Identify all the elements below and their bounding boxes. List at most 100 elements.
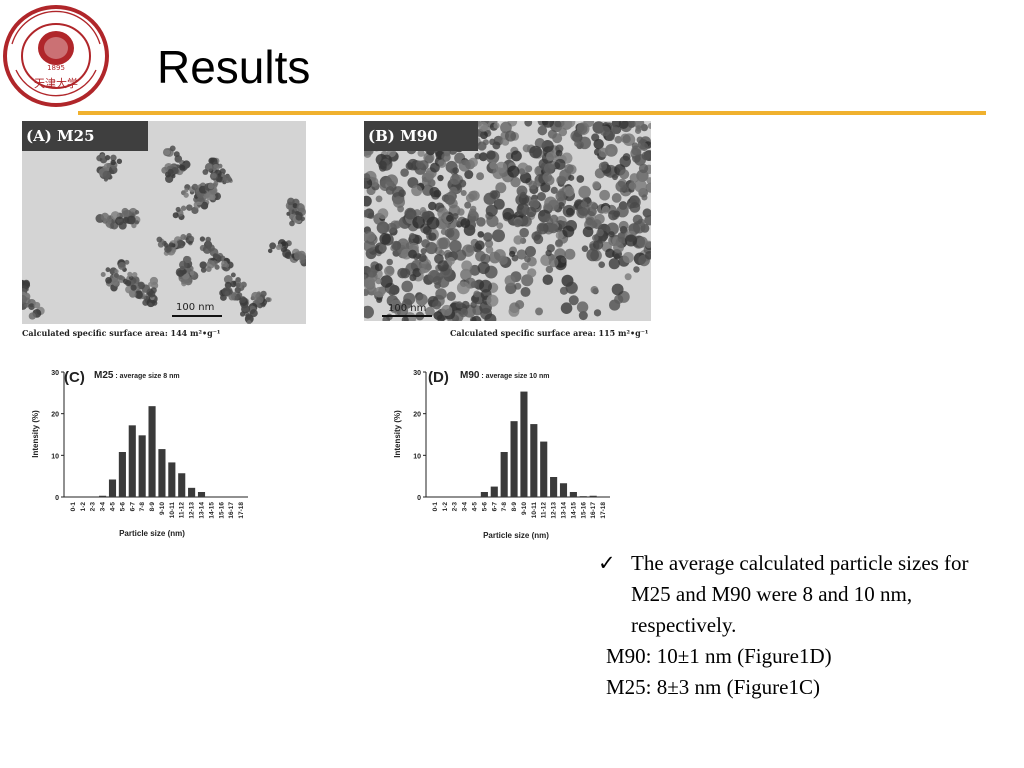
particle (33, 301, 41, 309)
particle (473, 290, 481, 298)
particle (564, 121, 576, 128)
panel-b-caption: Calculated specific surface area: 115 m²… (450, 328, 649, 338)
particle (437, 314, 445, 321)
particle (376, 296, 383, 304)
particle (425, 241, 438, 255)
particle (184, 256, 192, 264)
particle (117, 261, 126, 270)
panel-a-label: (A) M25 (22, 121, 148, 151)
particle (428, 232, 437, 241)
particle (508, 305, 520, 317)
hist-d-x-tick-label: 7-8 (501, 502, 508, 512)
hist-d-title: M90 : average size 10 nm (460, 370, 550, 381)
particle (150, 281, 159, 290)
particle (269, 242, 277, 250)
hist-c-bar (108, 479, 117, 497)
particle (502, 207, 515, 220)
m25-size-line: M25: 8±3 nm (Figure1C) (606, 675, 820, 699)
particle (235, 276, 241, 283)
particle (580, 201, 588, 208)
particle (148, 290, 156, 298)
hist-c-x-tick-label: 13-14 (199, 502, 206, 519)
particle (486, 294, 499, 307)
particle (568, 295, 579, 306)
particle (521, 274, 534, 287)
particle (576, 301, 589, 313)
particle (611, 126, 620, 135)
hist-c-bar (128, 425, 136, 497)
hist-d-x-tick-label: 5-6 (481, 502, 488, 512)
particle (386, 258, 393, 266)
particle (542, 274, 554, 286)
particle (482, 139, 489, 146)
particle (181, 269, 187, 275)
hist-d-y-tick-label: 30 (413, 370, 421, 377)
particle (618, 121, 629, 129)
hist-c-x-tick-label: 10-11 (169, 502, 176, 519)
particle (493, 122, 500, 129)
particle (624, 273, 632, 281)
particle (555, 231, 564, 240)
particle (557, 201, 565, 210)
particle (638, 163, 649, 174)
hist-c-x-tick-label: 14-15 (208, 502, 215, 519)
tem-image-m25: (A) M25 100 nm (22, 121, 306, 324)
particle (375, 277, 382, 285)
particle (613, 242, 624, 253)
particle (299, 253, 306, 261)
particle (465, 244, 474, 253)
particle (204, 162, 214, 172)
particle (446, 214, 454, 222)
particle (385, 186, 395, 195)
particle (548, 257, 559, 268)
hist-d-bar (530, 424, 538, 497)
particle (202, 169, 209, 175)
particle (401, 316, 409, 321)
particle (168, 242, 174, 248)
particle (374, 286, 385, 298)
particle (582, 226, 594, 238)
hist-c-title: M25 : average size 8 nm (94, 370, 180, 381)
hist-c-y-tick-label: 30 (51, 370, 59, 377)
particle (592, 234, 599, 242)
particle (126, 215, 136, 225)
particle (559, 170, 567, 178)
particle (520, 286, 531, 297)
particle (437, 260, 449, 272)
particle (546, 151, 556, 161)
hist-c-bar (99, 495, 107, 497)
particle (524, 121, 533, 127)
particle (495, 182, 507, 194)
tem-texture-m90 (364, 121, 651, 321)
hist-c-bar (148, 406, 156, 497)
particle (476, 172, 485, 181)
particle (277, 243, 283, 249)
particle (455, 249, 467, 261)
hist-c-x-tick-label: 2-3 (90, 502, 97, 512)
particle (364, 277, 376, 289)
particle (552, 133, 563, 144)
particle (489, 161, 497, 170)
particle (634, 121, 645, 129)
hist-d-x-tick-label: 9-10 (521, 502, 528, 515)
particle (464, 201, 472, 209)
particle (489, 138, 496, 146)
particle (470, 301, 477, 309)
hist-d-x-tick-label: 17-18 (600, 502, 607, 519)
particle (607, 148, 616, 157)
particle (377, 208, 389, 220)
tem-image-m90: (B) M90 100 nm (364, 121, 651, 321)
particle (633, 179, 647, 193)
particle (228, 294, 235, 301)
particle (378, 160, 387, 170)
particle (533, 234, 544, 245)
particle (224, 281, 232, 289)
hist-d-x-tick-label: 8-9 (511, 502, 518, 512)
particle (184, 188, 189, 193)
particle (186, 204, 193, 211)
particle (444, 228, 455, 238)
results-text: ✓ The average calculated particle sizes … (598, 548, 978, 703)
particle (461, 260, 473, 272)
particle (458, 159, 471, 172)
particle (483, 232, 493, 242)
